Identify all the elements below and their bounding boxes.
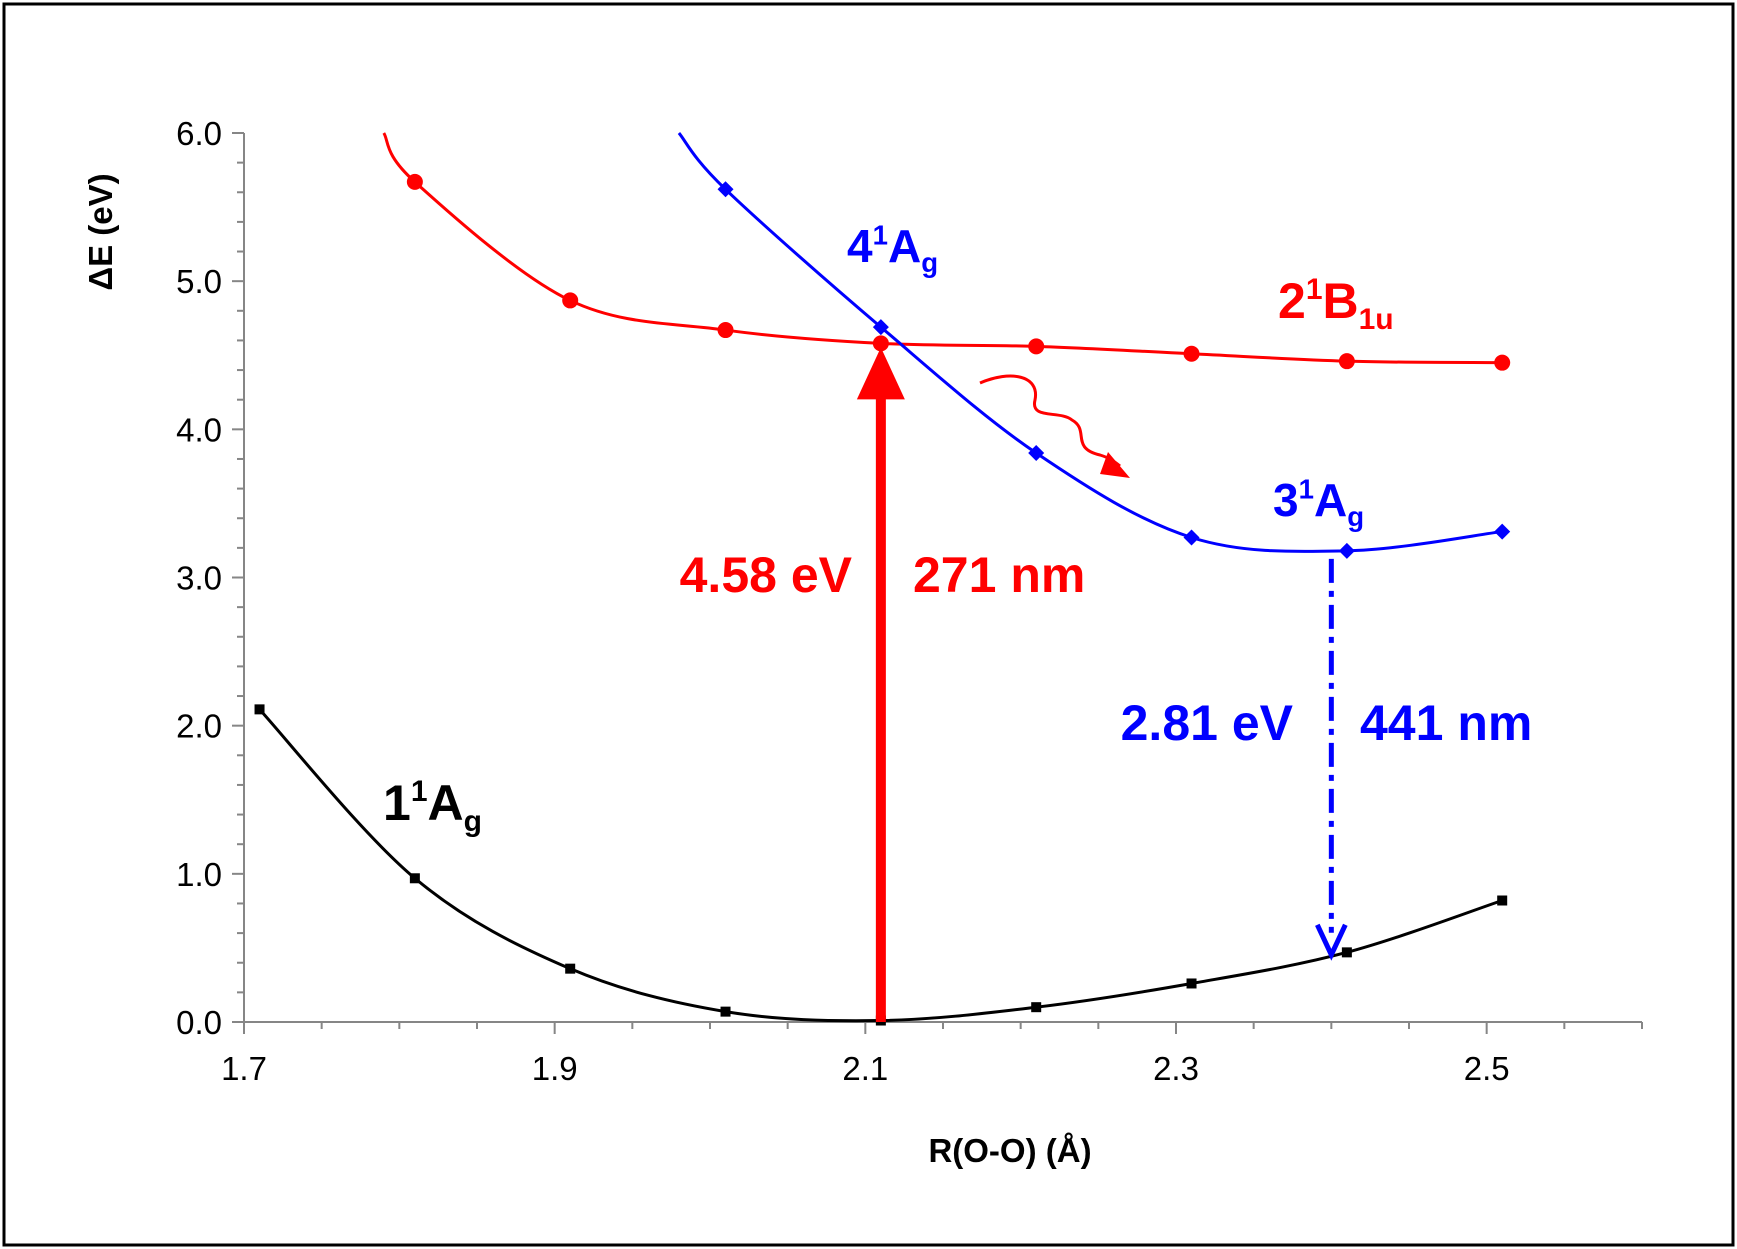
data-point [562, 292, 579, 309]
y-tick-label: 6.0 [176, 115, 222, 152]
state-label-3Ag: 31Ag [1273, 474, 1364, 533]
relaxation-arrow-head [1100, 452, 1130, 478]
state-label-letter: A [428, 775, 464, 831]
state-label-4Ag: 41Ag [847, 220, 938, 279]
x-tick-label: 1.7 [221, 1050, 267, 1087]
data-point [1494, 523, 1511, 540]
state-label-2B1u: 21B1u [1278, 273, 1394, 336]
data-point [1186, 978, 1197, 989]
state-label-superscript: 1 [1299, 474, 1314, 505]
state-label-number: 3 [1273, 474, 1299, 526]
data-point [254, 704, 265, 715]
y-tick-label: 2.0 [176, 708, 222, 745]
y-tick-label: 3.0 [176, 560, 222, 597]
data-point [1338, 542, 1355, 559]
emission-energy-label: 2.81 eV [1121, 695, 1294, 751]
absorption-arrow-head [856, 347, 905, 400]
data-point [1183, 345, 1200, 362]
data-point [1497, 895, 1508, 906]
data-point [1028, 338, 1045, 355]
data-point [565, 963, 576, 974]
state-label-number: 2 [1278, 273, 1306, 329]
data-point [1028, 445, 1045, 462]
state-label-number: 1 [383, 775, 411, 831]
y-axis-title: ΔE (eV) [82, 173, 119, 290]
data-point [717, 322, 734, 339]
x-tick-label: 2.3 [1153, 1050, 1199, 1087]
x-axis-title: R(O-O) (Å) [928, 1132, 1091, 1169]
y-tick-label: 4.0 [176, 411, 222, 448]
relaxation-wavy-arrow [979, 374, 1121, 468]
emission-arrow-head [1315, 923, 1348, 961]
data-point [872, 335, 889, 352]
x-tick-label: 2.5 [1464, 1050, 1510, 1087]
x-tick-label: 1.9 [532, 1050, 578, 1087]
absorption-wavelength-label: 271 nm [913, 547, 1085, 603]
emission-wavelength-label: 441 nm [1360, 695, 1532, 751]
absorption-energy-label: 4.58 eV [680, 547, 853, 603]
state-label-superscript: 1 [411, 775, 428, 808]
x-tick-label: 2.1 [842, 1050, 888, 1087]
data-point [717, 181, 734, 198]
state-label-subscript: g [464, 805, 482, 838]
state-label-subscript: g [921, 247, 938, 278]
state-label-superscript: 1 [873, 220, 888, 251]
state-label-subscript: 1u [1359, 303, 1394, 336]
data-point [1031, 1002, 1042, 1013]
data-point [1341, 947, 1352, 958]
data-point [409, 873, 420, 884]
data-point [872, 319, 889, 336]
y-tick-label: 5.0 [176, 263, 222, 300]
y-tick-label: 0.0 [176, 1004, 222, 1041]
data-point [406, 173, 423, 190]
state-label-letter: B [1323, 273, 1359, 329]
data-point [1338, 353, 1355, 370]
data-point [1183, 529, 1200, 546]
data-point [720, 1006, 731, 1017]
state-label-subscript: g [1347, 501, 1364, 532]
data-point [1494, 354, 1511, 371]
state-label-superscript: 1 [1306, 273, 1323, 306]
state-label-letter: A [888, 220, 921, 272]
series-line-0 [258, 708, 1503, 1023]
state-label-number: 4 [847, 220, 873, 272]
y-tick-label: 1.0 [176, 856, 222, 893]
state-label-1Ag: 11Ag [383, 775, 482, 838]
state-label-letter: A [1314, 474, 1347, 526]
